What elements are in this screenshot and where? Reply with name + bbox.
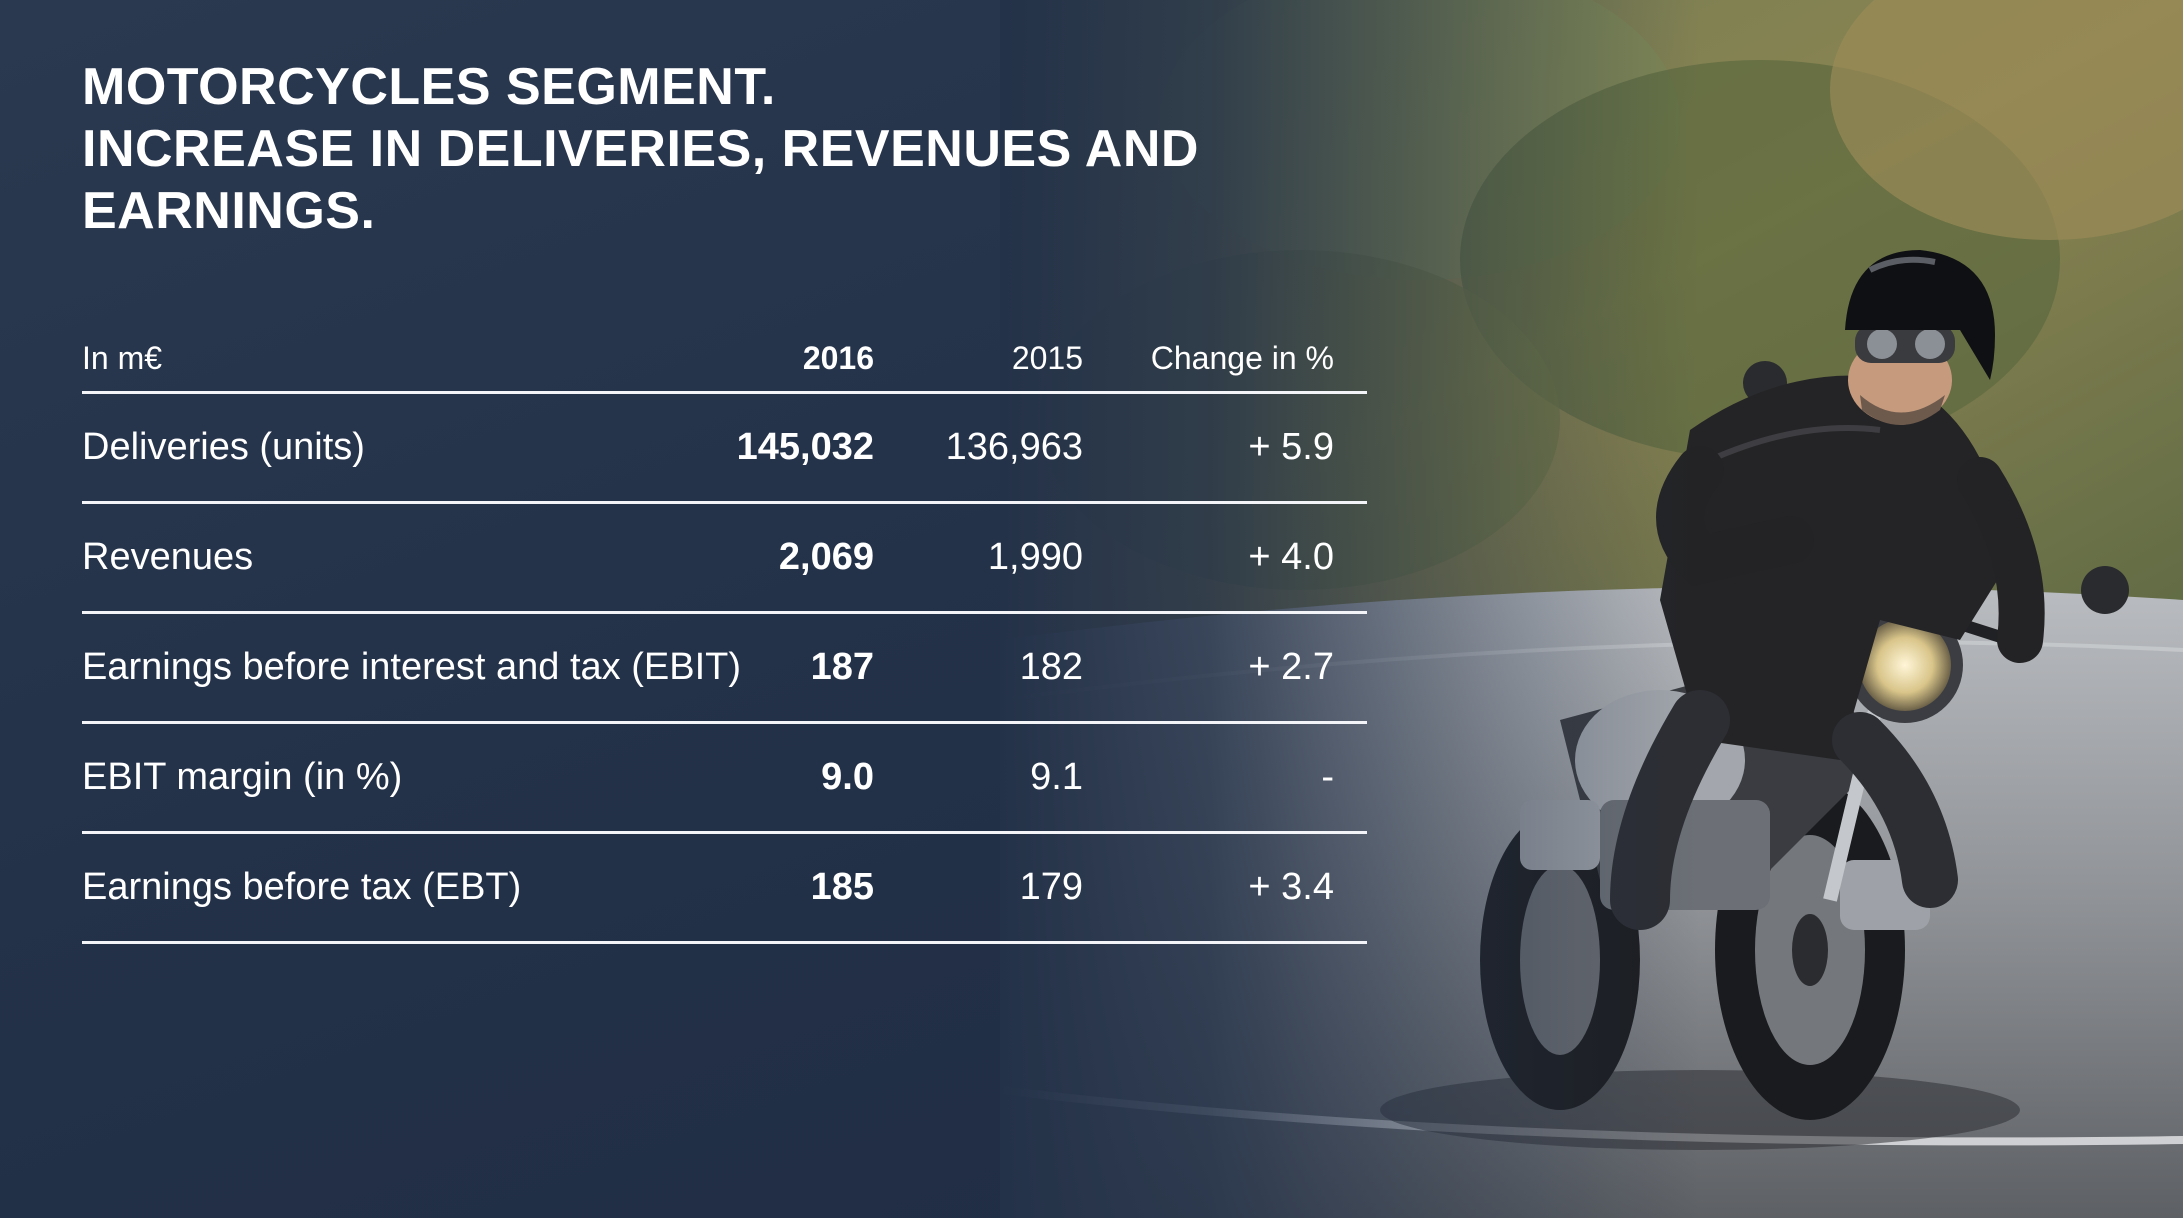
value-2016: 9.0 <box>821 756 874 798</box>
value-change: + 4.0 <box>1248 536 1334 578</box>
value-2016: 145,032 <box>736 426 874 468</box>
row-label: Earnings before tax (EBT) <box>82 866 522 908</box>
title-line-1: MOTORCYCLES SEGMENT. <box>82 58 776 116</box>
table-row-revenues: Revenues 2,069 1,990 + 4.0 <box>82 504 1367 614</box>
value-2016: 187 <box>810 646 874 688</box>
header-unit: In m€ <box>82 340 163 376</box>
table-row-deliveries: Deliveries (units) 145,032 136,963 + 5.9 <box>82 394 1367 504</box>
row-label: EBIT margin (in %) <box>82 756 403 798</box>
motorcycle-rider-photo <box>1000 0 2183 1218</box>
row-label: Revenues <box>82 536 254 578</box>
value-2015: 182 <box>1019 646 1083 688</box>
table-header-row: In m€ 2016 2015 Change in % <box>82 318 1367 394</box>
value-2016: 2,069 <box>778 536 874 578</box>
header-change: Change in % <box>1150 340 1334 376</box>
value-change: + 3.4 <box>1248 866 1334 908</box>
value-2015: 179 <box>1019 866 1083 908</box>
value-change: - <box>1321 756 1334 798</box>
row-label: Earnings before interest and tax (EBIT) <box>82 646 741 688</box>
table-row-ebt: Earnings before tax (EBT) 185 179 + 3.4 <box>82 834 1367 944</box>
value-change: + 2.7 <box>1248 646 1334 688</box>
title-line-2: INCREASE IN DELIVERIES, REVENUES AND EAR… <box>82 120 1199 240</box>
value-2016: 185 <box>810 866 874 908</box>
value-2015: 1,990 <box>987 536 1083 578</box>
page-title: MOTORCYCLES SEGMENT. INCREASE IN DELIVER… <box>82 56 1482 242</box>
value-2015: 9.1 <box>1030 756 1083 798</box>
header-2015: 2015 <box>1011 340 1083 376</box>
table-row-ebit: Earnings before interest and tax (EBIT) … <box>82 614 1367 724</box>
row-label: Deliveries (units) <box>82 426 365 468</box>
table-row-ebit-margin: EBIT margin (in %) 9.0 9.1 - <box>82 724 1367 834</box>
value-change: + 5.9 <box>1248 426 1334 468</box>
value-2015: 136,963 <box>945 426 1083 468</box>
photo-fade-overlay <box>1000 0 1700 1218</box>
header-2016: 2016 <box>802 340 874 376</box>
kpi-table: In m€ 2016 2015 Change in % Deliveries (… <box>82 318 1367 944</box>
